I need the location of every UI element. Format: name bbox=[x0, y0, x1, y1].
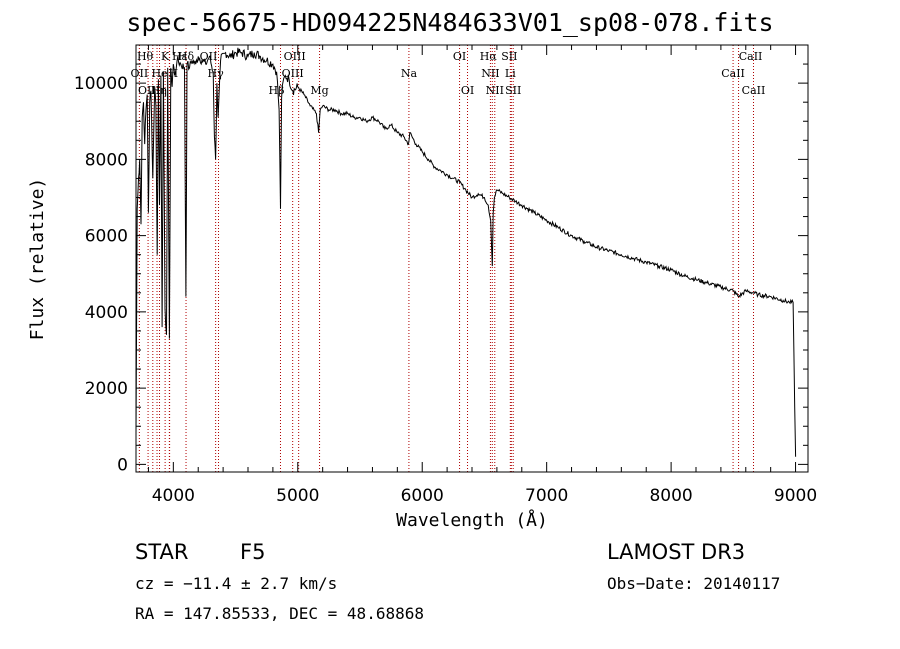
chart-title: spec-56675-HD094225N484633V01_sp08-078.f… bbox=[126, 8, 774, 37]
y-tick-label-6000: 6000 bbox=[85, 227, 128, 247]
reference-line-label-19: SII bbox=[501, 50, 517, 63]
x-tick-label-6000: 6000 bbox=[401, 486, 444, 506]
reference-line-label-21: Li bbox=[505, 67, 516, 80]
x-tick-label-9000: 9000 bbox=[774, 486, 817, 506]
reference-line-label-20: NII bbox=[481, 67, 499, 80]
reference-line-label-10: Hγ bbox=[208, 67, 225, 80]
reference-line-label-5: He bbox=[151, 67, 167, 80]
reference-line-label-3: OII bbox=[131, 67, 149, 80]
x-tick-label-7000: 7000 bbox=[525, 486, 568, 506]
x-tick-label-5000: 5000 bbox=[276, 486, 319, 506]
reference-line-label-18: Hα bbox=[480, 50, 498, 63]
reference-line-label-6: H bbox=[169, 67, 179, 80]
reference-line-label-12: OIII bbox=[284, 50, 306, 63]
survey-name: LAMOST DR3 bbox=[607, 540, 746, 564]
reference-line-label-24: CaII bbox=[739, 50, 763, 63]
observation-date: Obs−Date: 20140117 bbox=[607, 574, 781, 593]
x-tick-label-8000: 8000 bbox=[649, 486, 692, 506]
reference-line-label-8: Hδ bbox=[178, 50, 195, 63]
object-subclass: F5 bbox=[240, 540, 266, 564]
y-axis-label: Flux (relative) bbox=[27, 177, 48, 341]
reference-line-label-25: CaII bbox=[721, 67, 745, 80]
reference-line-label-17: OI bbox=[461, 84, 474, 97]
y-tick-label-2000: 2000 bbox=[85, 379, 128, 399]
y-tick-label-10000: 10000 bbox=[74, 74, 128, 94]
reference-line-label-0: Hθ bbox=[137, 50, 154, 63]
reference-line-label-23: SII bbox=[505, 84, 521, 97]
reference-lines bbox=[138, 45, 754, 472]
reference-line-label-22: NII bbox=[486, 84, 504, 97]
x-tick-label-4000: 4000 bbox=[152, 486, 195, 506]
x-axis-label: Wavelength (Å) bbox=[396, 510, 548, 531]
object-class: STAR bbox=[135, 540, 189, 564]
reference-line-label-11: Hβ bbox=[269, 84, 285, 97]
redshift-cz: cz = −11.4 ± 2.7 km/s bbox=[135, 574, 338, 593]
ra-dec: RA = 147.85533, DEC = 48.68868 bbox=[135, 604, 424, 623]
y-tick-label-8000: 8000 bbox=[85, 150, 128, 170]
y-tick-label-4000: 4000 bbox=[85, 303, 128, 323]
x-axis-ticks: 4000 5000 6000 7000 8000 9000 bbox=[147, 45, 817, 506]
reference-line-label-13: OIII bbox=[282, 67, 304, 80]
reference-line-label-9: OII bbox=[200, 50, 218, 63]
reference-line-label-16: OI bbox=[453, 50, 466, 63]
spectrum-line bbox=[135, 47, 797, 457]
reference-line-label-15: Na bbox=[401, 67, 418, 80]
y-axis-ticks: 0 2000 4000 6000 8000 10000 bbox=[74, 63, 808, 475]
plot-frame bbox=[135, 44, 809, 473]
reference-line-label-26: CaII bbox=[742, 84, 766, 97]
reference-line-label-2: Hε bbox=[172, 50, 188, 63]
reference-line-label-1: K bbox=[161, 50, 170, 63]
reference-line-label-14: Mg bbox=[310, 84, 328, 97]
y-tick-label-0: 0 bbox=[117, 455, 128, 475]
